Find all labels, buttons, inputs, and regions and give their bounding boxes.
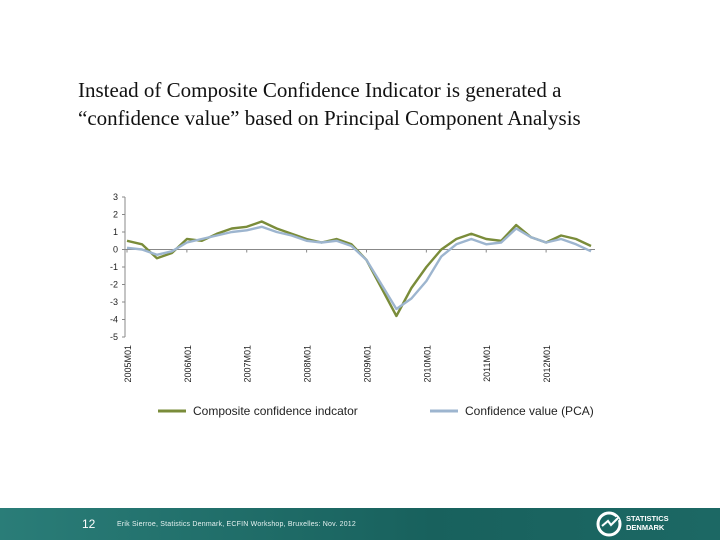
y-tick-label: 0 xyxy=(113,245,118,255)
footer-credit: Erik Sierroe, Statistics Denmark, ECFIN … xyxy=(117,521,356,528)
slide-heading: Instead of Composite Confidence Indicato… xyxy=(78,76,698,132)
footer-bar: 12 Erik Sierroe, Statistics Denmark, ECF… xyxy=(0,508,720,540)
x-tick-label: 2005M01 xyxy=(123,345,133,383)
x-tick-label: 2011M01 xyxy=(482,345,492,382)
legend-composite-label: Composite confidence indcator xyxy=(193,404,358,418)
statistics-denmark-logo: STATISTICS DENMARK xyxy=(596,511,714,537)
y-tick-label: 1 xyxy=(113,227,118,237)
heading-line-2: “confidence value” based on Principal Co… xyxy=(78,106,581,130)
logo-text-line-1: STATISTICS xyxy=(626,514,669,523)
x-tick-label: 2010M01 xyxy=(422,345,432,383)
y-tick-label: -3 xyxy=(110,297,118,307)
x-tick-label: 2012M01 xyxy=(542,345,552,383)
heading-line-1: Instead of Composite Confidence Indicato… xyxy=(78,78,562,102)
y-tick-label: -2 xyxy=(110,280,118,290)
x-tick-label: 2006M01 xyxy=(183,345,193,383)
logo-mark-icon xyxy=(596,511,622,537)
x-tick-label: 2009M01 xyxy=(362,345,372,383)
x-tick-label: 2008M01 xyxy=(303,345,313,383)
legend-pca-label: Confidence value (PCA) xyxy=(465,404,594,418)
page-number: 12 xyxy=(82,517,96,531)
logo-text-line-2: DENMARK xyxy=(626,523,665,532)
pca-confidence-series-line xyxy=(126,225,592,311)
y-tick-label: -1 xyxy=(110,262,118,272)
y-tick-label: 2 xyxy=(113,210,118,220)
x-tick-label: 2007M01 xyxy=(243,345,253,383)
y-tick-label: 3 xyxy=(113,192,118,202)
composite-confidence-series-line xyxy=(126,220,592,318)
y-tick-label: -5 xyxy=(110,332,118,342)
y-tick-label: -4 xyxy=(110,315,118,325)
footer-background xyxy=(0,508,720,540)
